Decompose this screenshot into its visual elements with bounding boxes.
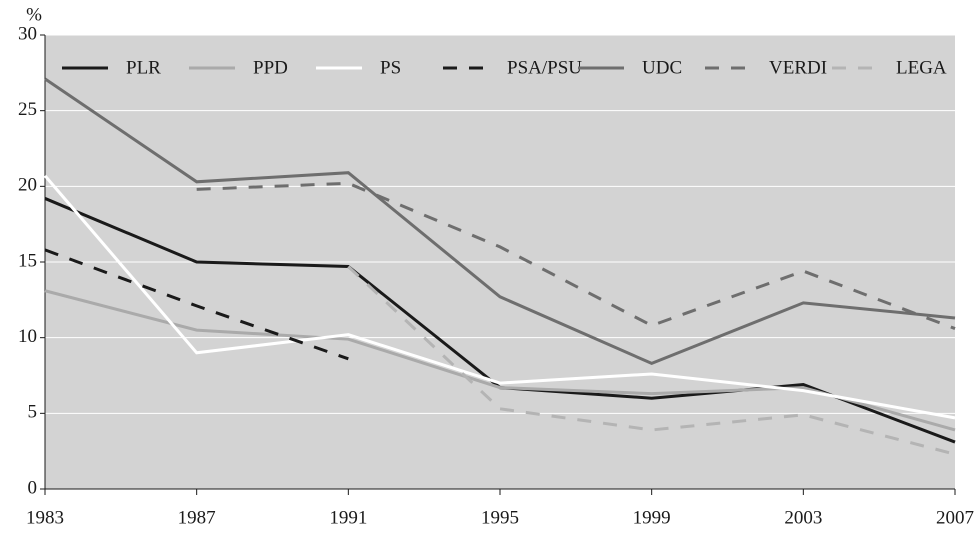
x-tick-label: 1987 bbox=[178, 507, 216, 528]
series-line bbox=[44, 248, 349, 361]
series-line bbox=[347, 265, 956, 456]
y-tick-label: 25 bbox=[18, 99, 37, 120]
y-tick-label: 30 bbox=[18, 23, 37, 44]
y-tick-label: 5 bbox=[28, 402, 38, 423]
y-tick-label: 10 bbox=[18, 326, 37, 347]
legend-label: PPD bbox=[253, 57, 288, 78]
y-tick-label: 0 bbox=[28, 477, 38, 498]
x-tick-label: 1999 bbox=[633, 507, 671, 528]
legend-label: PSA/PSU bbox=[507, 57, 582, 78]
x-tick-label: 1983 bbox=[26, 507, 64, 528]
series-line bbox=[44, 289, 956, 432]
legend-label: UDC bbox=[642, 57, 682, 78]
series-line bbox=[196, 181, 956, 330]
series-line bbox=[43, 174, 956, 420]
y-axis-label: % bbox=[26, 4, 42, 25]
x-tick-label: 2003 bbox=[784, 507, 822, 528]
y-tick-label: 15 bbox=[18, 250, 37, 271]
series-line bbox=[44, 77, 956, 366]
y-tick-label: 20 bbox=[18, 175, 37, 196]
x-tick-label: 2007 bbox=[936, 507, 974, 528]
legend-label: VERDI bbox=[769, 57, 827, 78]
legend-label: LEGA bbox=[896, 57, 947, 78]
x-tick-label: 1991 bbox=[329, 507, 367, 528]
legend-label: PLR bbox=[126, 57, 161, 78]
legend-label: PS bbox=[380, 57, 401, 78]
x-tick-label: 1995 bbox=[481, 507, 519, 528]
